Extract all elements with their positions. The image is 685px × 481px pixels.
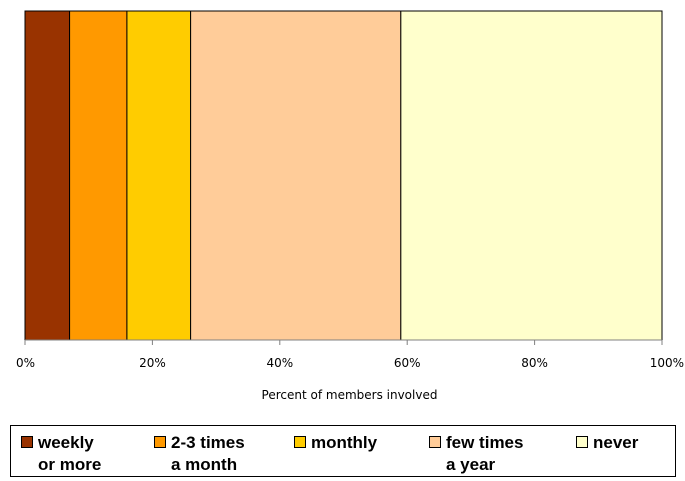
legend-label: weekly or more bbox=[38, 432, 101, 476]
legend: weekly or more 2-3 times a month monthly few … bbox=[10, 425, 676, 477]
x-tick-label: 60% bbox=[394, 356, 421, 370]
bar-segment-2 bbox=[126, 10, 192, 341]
legend-item: never bbox=[576, 432, 638, 454]
legend-swatch bbox=[429, 436, 441, 448]
bar-segment-4 bbox=[400, 10, 663, 341]
legend-label: few times a year bbox=[446, 432, 523, 476]
legend-label-line: weekly bbox=[38, 433, 94, 452]
bar-group bbox=[24, 10, 663, 341]
x-tick-label: 80% bbox=[521, 356, 548, 370]
x-axis-ticks: 0% 20% 40% 60% 80% 100% bbox=[16, 340, 684, 370]
legend-label: monthly bbox=[311, 432, 377, 454]
legend-swatch bbox=[576, 436, 588, 448]
legend-item: few times a year bbox=[429, 432, 523, 476]
legend-label-line: monthly bbox=[311, 433, 378, 452]
legend-item: monthly bbox=[294, 432, 377, 454]
legend-label-line: or more bbox=[38, 455, 102, 474]
legend-swatch bbox=[294, 436, 306, 448]
x-tick-label: 0% bbox=[16, 356, 35, 370]
x-tick-label: 100% bbox=[650, 356, 684, 370]
x-tick-label: 20% bbox=[139, 356, 166, 370]
legend-label-line: a year bbox=[446, 455, 496, 474]
legend-label: 2-3 times a month bbox=[171, 432, 245, 476]
chart: 0% 20% 40% 60% 80% 100% Percent of members in… bbox=[16, 10, 684, 402]
legend-swatch bbox=[21, 436, 33, 448]
legend-label-line: 2-3 times bbox=[171, 433, 245, 452]
legend-item: weekly or more bbox=[21, 432, 101, 476]
legend-label: never bbox=[593, 432, 638, 454]
bar-segment-3 bbox=[190, 10, 402, 341]
legend-label-line: never bbox=[593, 433, 639, 452]
legend-label-line: few times bbox=[446, 433, 524, 452]
legend-label-line: a month bbox=[171, 455, 238, 474]
legend-item: 2-3 times a month bbox=[154, 432, 245, 476]
x-tick-label: 40% bbox=[266, 356, 293, 370]
legend-swatch bbox=[154, 436, 166, 448]
bar-segment-0 bbox=[24, 10, 71, 341]
bar-segment-1 bbox=[69, 10, 128, 341]
x-axis-title: Percent of members involved bbox=[262, 388, 438, 402]
